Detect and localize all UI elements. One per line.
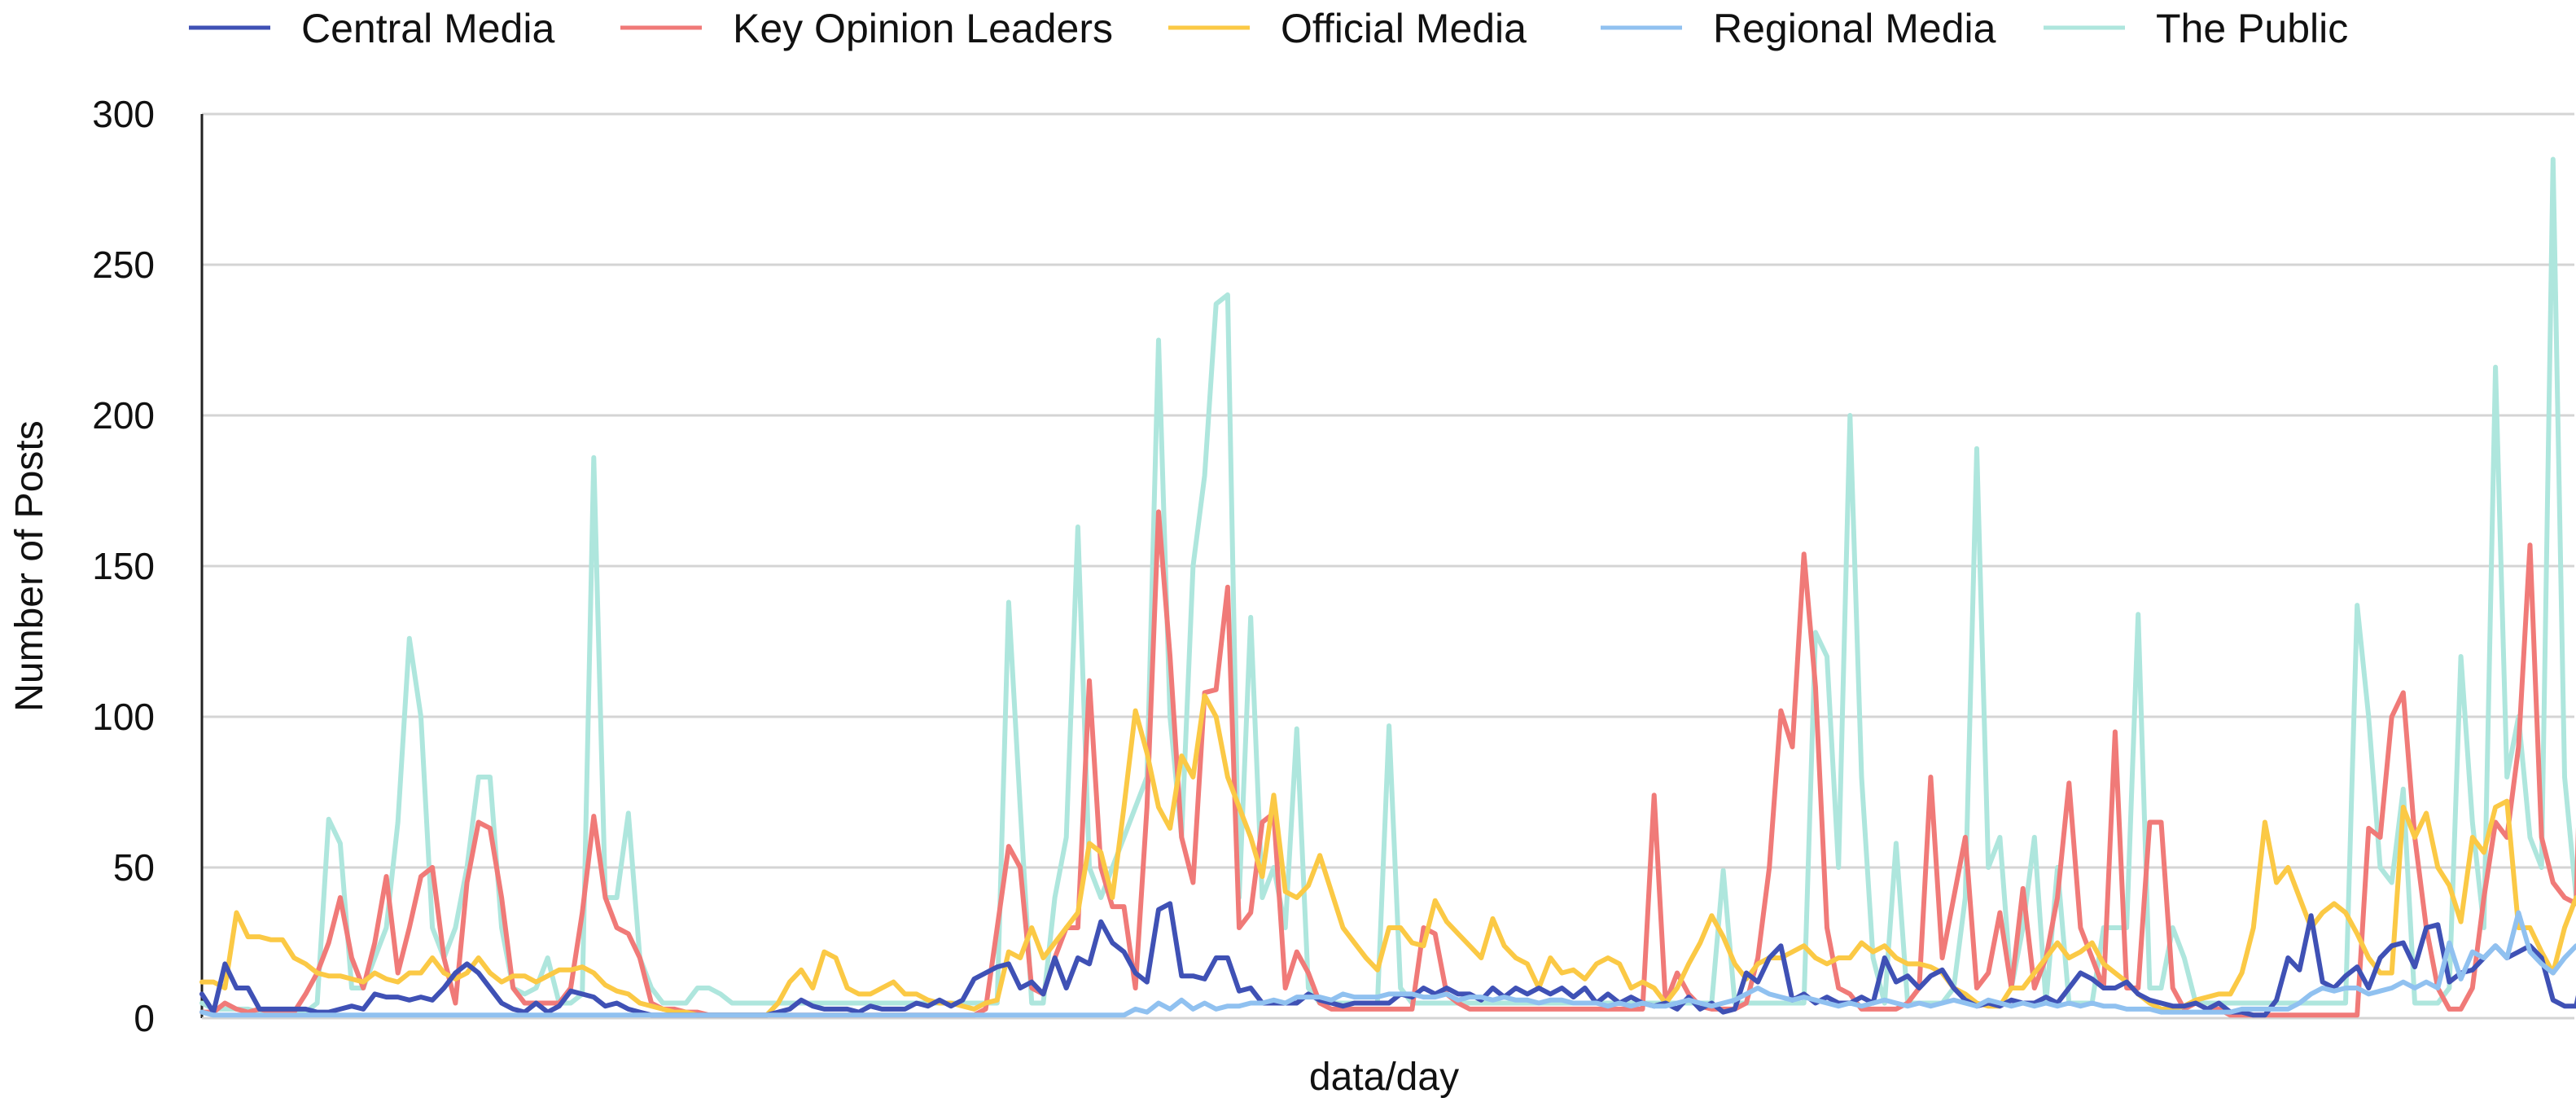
chart-grid bbox=[202, 112, 2574, 869]
x-axis-title: data/day bbox=[1309, 1056, 1459, 1099]
series-lines bbox=[199, 156, 2576, 1018]
y-tick-label: 150 bbox=[92, 545, 155, 587]
chart-legend: Central Media Key Opinion Leaders Official… bbox=[189, 6, 2348, 51]
y-tick-label: 200 bbox=[92, 394, 155, 437]
legend-label: Official Media bbox=[1281, 6, 1527, 51]
legend-label: The Public bbox=[2156, 6, 2348, 51]
series-line-regional-media bbox=[199, 910, 2576, 1018]
y-tick-label: 250 bbox=[92, 244, 155, 286]
legend-label: Regional Media bbox=[1713, 6, 1996, 51]
legend-label: Key Opinion Leaders bbox=[733, 6, 1113, 51]
series-line-the-public bbox=[199, 156, 2576, 1015]
y-tick-labels: 0 50 100 150 200 250 300 bbox=[92, 93, 155, 1039]
y-tick-label: 100 bbox=[92, 696, 155, 738]
y-tick-label: 0 bbox=[134, 997, 155, 1039]
series-line-central-media bbox=[199, 901, 2576, 1018]
y-tick-label: 300 bbox=[92, 93, 155, 135]
y-axis-title: Number of Posts bbox=[8, 420, 51, 711]
legend-label: Central Media bbox=[301, 6, 554, 51]
y-tick-label: 50 bbox=[113, 846, 155, 889]
